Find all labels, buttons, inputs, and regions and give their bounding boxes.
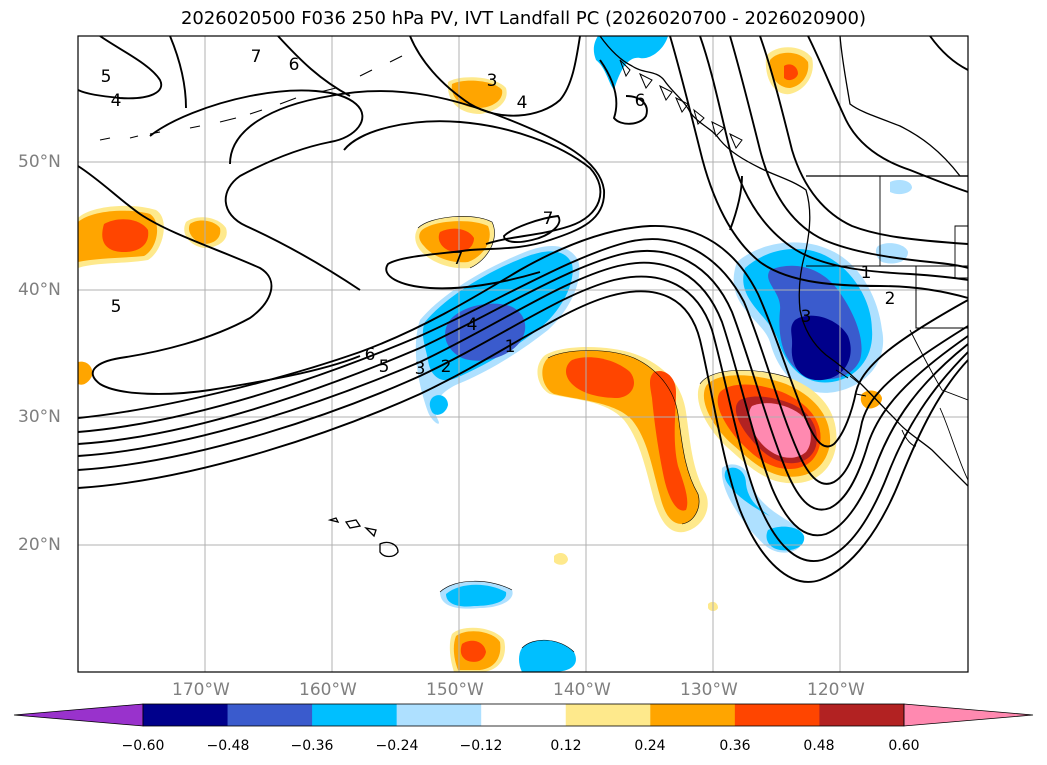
map-frame [77, 35, 969, 673]
pv-contour-label: 6 [365, 345, 376, 365]
anomaly-blue-ne-4 [791, 315, 851, 381]
anomaly-blue-alaska [593, 36, 668, 90]
lat-label-50n: 50°N [18, 152, 61, 172]
lon-label-150w: 150°W [426, 680, 484, 700]
map-title: 2026020500 F036 250 hPa PV, IVT Landfall… [180, 8, 867, 29]
colorbar-extend-low [13, 703, 144, 727]
lat-label-40n: 40°N [18, 280, 61, 300]
colorbar-tick: −0.60 [121, 738, 165, 754]
pv-contour-label: 5 [379, 357, 390, 377]
anomaly-warm-mid-3 [650, 370, 688, 511]
colorbar-segment [143, 704, 229, 726]
lat-label-20n: 20°N [18, 535, 61, 555]
colorbar-segment [734, 704, 820, 726]
lon-label-170w: 170°W [172, 680, 230, 700]
colorbar-segment [565, 704, 651, 726]
pv-contour-label: 1 [861, 263, 872, 283]
colorbar-segment [650, 704, 736, 726]
pv-contour-label: 6 [635, 91, 646, 111]
colorbar-tick: 0.48 [803, 738, 835, 754]
anomaly-blue-south2 [519, 640, 576, 672]
colorbar-segment [819, 704, 905, 726]
lat-label-30n: 30°N [18, 407, 61, 427]
anomaly-blue-nw [890, 180, 912, 195]
pv-contour-label: 3 [415, 359, 426, 379]
pv-contour-label: 7 [251, 47, 262, 67]
colorbar-tick: −0.12 [459, 738, 503, 754]
anomaly-warm-mid-n3 [438, 228, 474, 253]
pv-contour-label: 4 [111, 91, 122, 111]
pv-contour-label: 4 [517, 93, 528, 113]
coastlines [99, 36, 968, 558]
pv-contour-label: 4 [467, 315, 478, 335]
pc-outline [417, 216, 791, 653]
graticule [78, 36, 968, 672]
pv-contour-label: 6 [289, 55, 300, 75]
anomaly-warm-bc-3 [784, 64, 798, 81]
colorbar-tick: 0.60 [888, 738, 920, 754]
anomaly-warm-south-3 [460, 640, 486, 662]
pv-contour-label: 3 [487, 71, 498, 91]
colorbar-tick: 0.36 [719, 738, 751, 754]
pv-contour-label: 2 [441, 357, 452, 377]
colorbar-extend-high [903, 703, 1034, 727]
lon-label-130w: 130°W [680, 680, 738, 700]
anomaly-blue-south1b [446, 584, 507, 607]
colorbar-tick: −0.48 [206, 738, 250, 754]
pv-contour-label: 1 [505, 337, 516, 357]
colorbar-tick: 0.12 [550, 738, 582, 754]
anomaly-warm-dot1 [554, 553, 568, 565]
anomaly-warm-mid-2 [566, 357, 634, 398]
colorbar-tick: 0.24 [634, 738, 666, 754]
colorbar-tick: −0.24 [375, 738, 419, 754]
pv-contour-label: 3 [801, 307, 812, 327]
anomaly-warm-nw-3 [102, 219, 149, 252]
lon-label-160w: 160°W [299, 680, 357, 700]
colorbar-segment [396, 704, 482, 726]
lon-label-140w: 140°W [553, 680, 611, 700]
colorbar-frame [142, 703, 905, 727]
pv-contour-label: 5 [101, 67, 112, 87]
pv-contour-label: 7 [543, 209, 554, 229]
colorbar-segment [481, 704, 567, 726]
pv-contour-label: 5 [111, 297, 122, 317]
anomaly-blue-center-tail [429, 395, 448, 415]
pv-contour-label: 7 [453, 249, 464, 269]
colorbar [13, 703, 1034, 727]
lon-label-120w: 120°W [807, 680, 865, 700]
colorbar-segment [312, 704, 398, 726]
anomaly-blue-ca2 [724, 467, 770, 516]
anomaly-blue-ca3 [766, 526, 805, 551]
pv-contours [78, 36, 968, 583]
colorbar-tick: −0.36 [290, 738, 334, 754]
pv-contour-label: 2 [885, 289, 896, 309]
anomaly-warm-w [78, 361, 93, 385]
colorbar-segment [227, 704, 313, 726]
